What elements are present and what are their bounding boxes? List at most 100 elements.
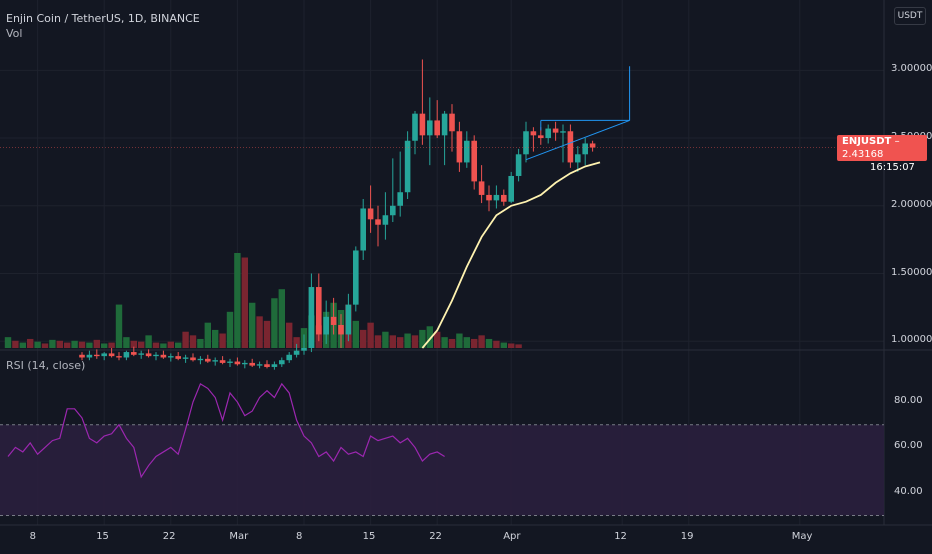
rsi-label: RSI (14, close) xyxy=(6,359,86,372)
volume-bar xyxy=(249,302,256,348)
candle-body xyxy=(271,364,278,367)
candle-body xyxy=(108,353,115,357)
candle-body xyxy=(412,113,418,141)
candle-body xyxy=(552,128,559,133)
candle-body xyxy=(205,358,211,362)
candle-body xyxy=(182,357,189,359)
candle-body xyxy=(427,120,433,136)
candle-body xyxy=(471,140,477,182)
volume-bar xyxy=(360,329,367,348)
volume-bar xyxy=(130,340,137,348)
volume-bar xyxy=(115,304,123,348)
candle-body xyxy=(308,287,315,348)
triangle-lower-edge xyxy=(525,119,630,161)
candle-body xyxy=(441,113,448,136)
candle-body xyxy=(234,361,241,365)
candle-body xyxy=(101,353,107,357)
candle-body xyxy=(301,348,307,351)
candle-body xyxy=(123,352,130,358)
candle-body xyxy=(227,361,233,363)
candle-body xyxy=(478,181,485,195)
volume-bar xyxy=(175,342,182,348)
candle-body xyxy=(367,208,374,220)
volume-bar xyxy=(41,343,49,348)
candle-body xyxy=(493,194,500,201)
volume-bar xyxy=(56,340,63,348)
price-tick-label: 2.00000 xyxy=(891,198,932,210)
volume-bar xyxy=(397,337,404,348)
volume-bar xyxy=(404,333,411,348)
candle-body xyxy=(575,154,581,163)
volume-bar xyxy=(271,298,278,348)
volume-bar xyxy=(219,333,226,348)
volume-bar xyxy=(278,289,285,348)
rsi-line xyxy=(7,382,445,479)
volume-bar xyxy=(64,342,71,348)
price-tick-label: 1.00000 xyxy=(891,334,932,346)
candle-body xyxy=(219,360,226,363)
candle-body xyxy=(397,192,403,206)
volume-bar xyxy=(138,341,145,348)
volume-bar xyxy=(212,329,219,348)
volume-bar xyxy=(123,337,130,348)
time-tick-label: Apr xyxy=(503,531,521,542)
candle-body xyxy=(390,205,396,216)
candle-body xyxy=(404,140,411,193)
candle-body xyxy=(456,131,463,163)
volume-bar xyxy=(4,337,12,348)
volume-bar xyxy=(167,341,174,348)
candle-body xyxy=(330,316,337,325)
candle-body xyxy=(212,360,218,362)
candle-body xyxy=(464,140,470,163)
candle-body xyxy=(523,131,529,155)
candle-body xyxy=(279,360,285,365)
candle-body xyxy=(582,143,588,155)
candle-body xyxy=(242,362,248,365)
volume-bar xyxy=(441,337,448,348)
candle-body xyxy=(353,250,359,305)
rsi-tick-label: 80.00 xyxy=(894,395,923,407)
candle-body xyxy=(589,143,596,148)
candle-body xyxy=(338,324,344,335)
rsi-tick-label: 60.00 xyxy=(894,440,923,452)
volume-bar xyxy=(86,342,93,348)
volume-bar xyxy=(256,316,263,348)
volume-bar xyxy=(204,322,211,348)
candle-body xyxy=(382,215,389,225)
price-tick-label: 3.00000 xyxy=(891,63,932,75)
volume-bar xyxy=(78,341,86,348)
price-tick-label: 1.50000 xyxy=(891,266,932,278)
candle-body xyxy=(197,358,204,361)
volume-bar xyxy=(293,337,300,348)
candle-body xyxy=(323,316,329,335)
time-tick-label: 15 xyxy=(362,531,376,542)
volume-bar xyxy=(367,322,374,348)
rsi-tick-label: 40.00 xyxy=(894,485,923,497)
volume-bar xyxy=(471,338,478,348)
quote-currency-button[interactable]: USDT xyxy=(894,7,926,25)
candle-body xyxy=(175,356,181,359)
volume-bar xyxy=(463,337,470,348)
time-tick-label: 22 xyxy=(162,531,176,542)
volume-bar xyxy=(49,339,56,348)
time-tick-label: May xyxy=(791,531,813,542)
moving-average-line xyxy=(421,161,601,349)
candle-body xyxy=(345,304,352,335)
volume-bar xyxy=(478,335,485,348)
candle-body xyxy=(160,354,167,358)
candle-body xyxy=(256,364,263,366)
last-price-value: 2.43168 xyxy=(842,149,884,160)
volume-label: Vol xyxy=(6,27,23,40)
candle-body xyxy=(286,354,292,361)
candle-body xyxy=(434,120,440,136)
time-tick-label: Mar xyxy=(229,531,249,542)
volume-bar xyxy=(485,338,493,348)
candle-body xyxy=(190,357,196,361)
volume-bar xyxy=(34,341,41,348)
volume-bar xyxy=(19,342,26,348)
volume-bar xyxy=(374,335,382,348)
volume-bar xyxy=(27,338,34,348)
volume-bar xyxy=(456,333,463,348)
